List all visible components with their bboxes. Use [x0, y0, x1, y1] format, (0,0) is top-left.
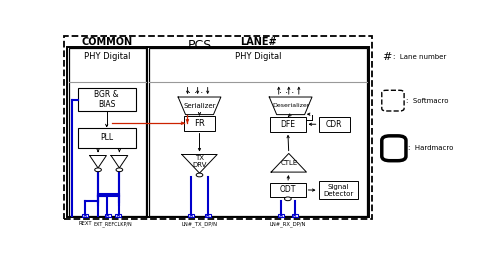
Circle shape: [95, 168, 101, 172]
Bar: [149, 48, 367, 215]
Bar: [105, 214, 110, 217]
Polygon shape: [269, 97, 312, 115]
Bar: [319, 117, 350, 132]
Bar: [270, 117, 305, 132]
Text: FR: FR: [194, 119, 205, 128]
Text: Signal
Detector: Signal Detector: [323, 184, 353, 197]
Text: BGR &
BIAS: BGR & BIAS: [95, 90, 119, 109]
Circle shape: [116, 168, 123, 172]
Text: :  Softmacro: : Softmacro: [406, 98, 448, 104]
FancyBboxPatch shape: [382, 136, 406, 161]
Polygon shape: [182, 154, 217, 173]
Bar: [184, 116, 215, 131]
Text: CDR: CDR: [326, 120, 343, 129]
Polygon shape: [271, 153, 306, 172]
Bar: [78, 128, 135, 148]
Bar: [291, 214, 298, 217]
Bar: [67, 47, 147, 217]
Text: DFE: DFE: [280, 120, 295, 129]
Text: PCS: PCS: [188, 39, 212, 52]
Bar: [278, 214, 284, 217]
Polygon shape: [90, 155, 107, 168]
Bar: [115, 214, 121, 217]
Text: . . .: . . .: [188, 85, 204, 95]
Text: PHY Digital: PHY Digital: [235, 52, 281, 61]
Text: ODT: ODT: [280, 185, 296, 194]
Text: PLL: PLL: [100, 133, 113, 142]
Text: :  Hardmacro: : Hardmacro: [408, 145, 453, 151]
Bar: [69, 48, 145, 215]
Text: Serializer: Serializer: [183, 103, 216, 109]
Bar: [147, 47, 369, 217]
Bar: [270, 183, 305, 197]
Text: LN#_TX_DP/N: LN#_TX_DP/N: [181, 221, 217, 227]
Text: LN#_RX_DP/N: LN#_RX_DP/N: [270, 221, 306, 227]
Bar: [204, 214, 211, 217]
FancyBboxPatch shape: [382, 90, 404, 111]
Text: LANE#: LANE#: [240, 37, 276, 47]
Text: REXT: REXT: [79, 221, 92, 226]
Circle shape: [285, 197, 291, 201]
Text: Deserializer: Deserializer: [272, 103, 309, 108]
Bar: [78, 88, 135, 111]
Text: TX
DRV: TX DRV: [192, 155, 207, 168]
Text: EXT_REFCLKP/N: EXT_REFCLKP/N: [94, 221, 132, 227]
Bar: [83, 214, 88, 217]
Text: . . .: . . .: [279, 85, 295, 95]
Text: #: #: [382, 52, 391, 62]
Text: COMMON: COMMON: [82, 37, 133, 47]
Text: PHY Digital: PHY Digital: [84, 52, 131, 61]
Bar: [64, 36, 372, 219]
Text: :  Lane number: : Lane number: [393, 54, 446, 60]
Text: CTLE: CTLE: [280, 160, 298, 166]
Polygon shape: [111, 155, 128, 168]
Bar: [188, 214, 194, 217]
Polygon shape: [178, 97, 221, 115]
Bar: [319, 181, 358, 199]
Circle shape: [196, 173, 203, 177]
